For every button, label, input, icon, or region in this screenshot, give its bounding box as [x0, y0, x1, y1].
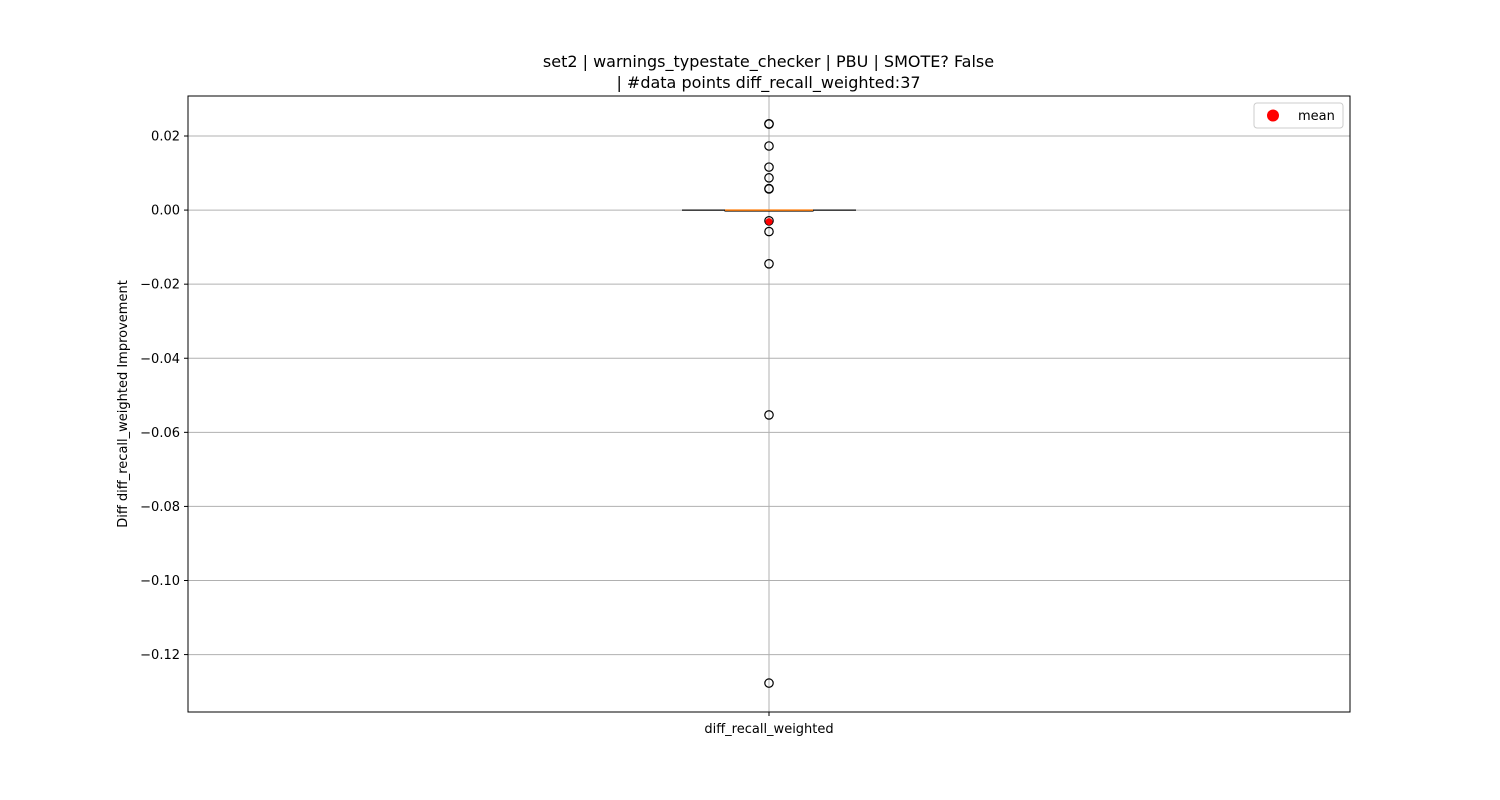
- plot-frame: [187, 95, 1351, 713]
- y-tick-label: −0.12: [140, 648, 180, 663]
- outlier-point: [764, 141, 774, 151]
- x-axis-ticks: diff_recall_weighted: [704, 712, 834, 737]
- y-axis-label: Diff diff_recall_weighted Improvement: [116, 280, 131, 528]
- outlier-point: [764, 258, 774, 269]
- legend-mean-marker: [1267, 109, 1279, 122]
- y-tick-label: 0.02: [151, 130, 180, 145]
- y-tick-label: 0.00: [151, 204, 180, 219]
- grid-lines: [188, 96, 1350, 712]
- outlier-point: [764, 173, 774, 183]
- outlier-point: [764, 162, 774, 172]
- y-tick-label: −0.10: [140, 574, 180, 589]
- outlier-points: [764, 118, 774, 688]
- chart-title-line-2: | #data points diff_recall_weighted:37: [616, 73, 920, 93]
- outlier-point: [764, 119, 774, 129]
- y-tick-label: −0.06: [140, 426, 180, 441]
- chart-title-line-1: set2 | warnings_typestate_checker | PBU …: [543, 52, 994, 72]
- y-tick-label: −0.04: [140, 352, 180, 367]
- outlier-point: [764, 410, 774, 420]
- legend-mean-label: mean: [1298, 109, 1335, 124]
- box-element: [682, 209, 856, 212]
- outlier-point: [764, 226, 774, 237]
- outlier-point: [764, 678, 774, 688]
- x-tick-label: diff_recall_weighted: [704, 722, 833, 737]
- mean-point: [765, 218, 773, 226]
- legend-box: [1253, 102, 1344, 129]
- outlier-point: [764, 184, 774, 194]
- y-tick-label: −0.08: [140, 500, 180, 515]
- y-axis-ticks: 0.02 0.00 −0.02 −0.04 −0.06 −0.08 −0.10 −0.12: [140, 130, 188, 663]
- y-tick-label: −0.02: [140, 278, 180, 293]
- legend: mean: [1253, 102, 1344, 129]
